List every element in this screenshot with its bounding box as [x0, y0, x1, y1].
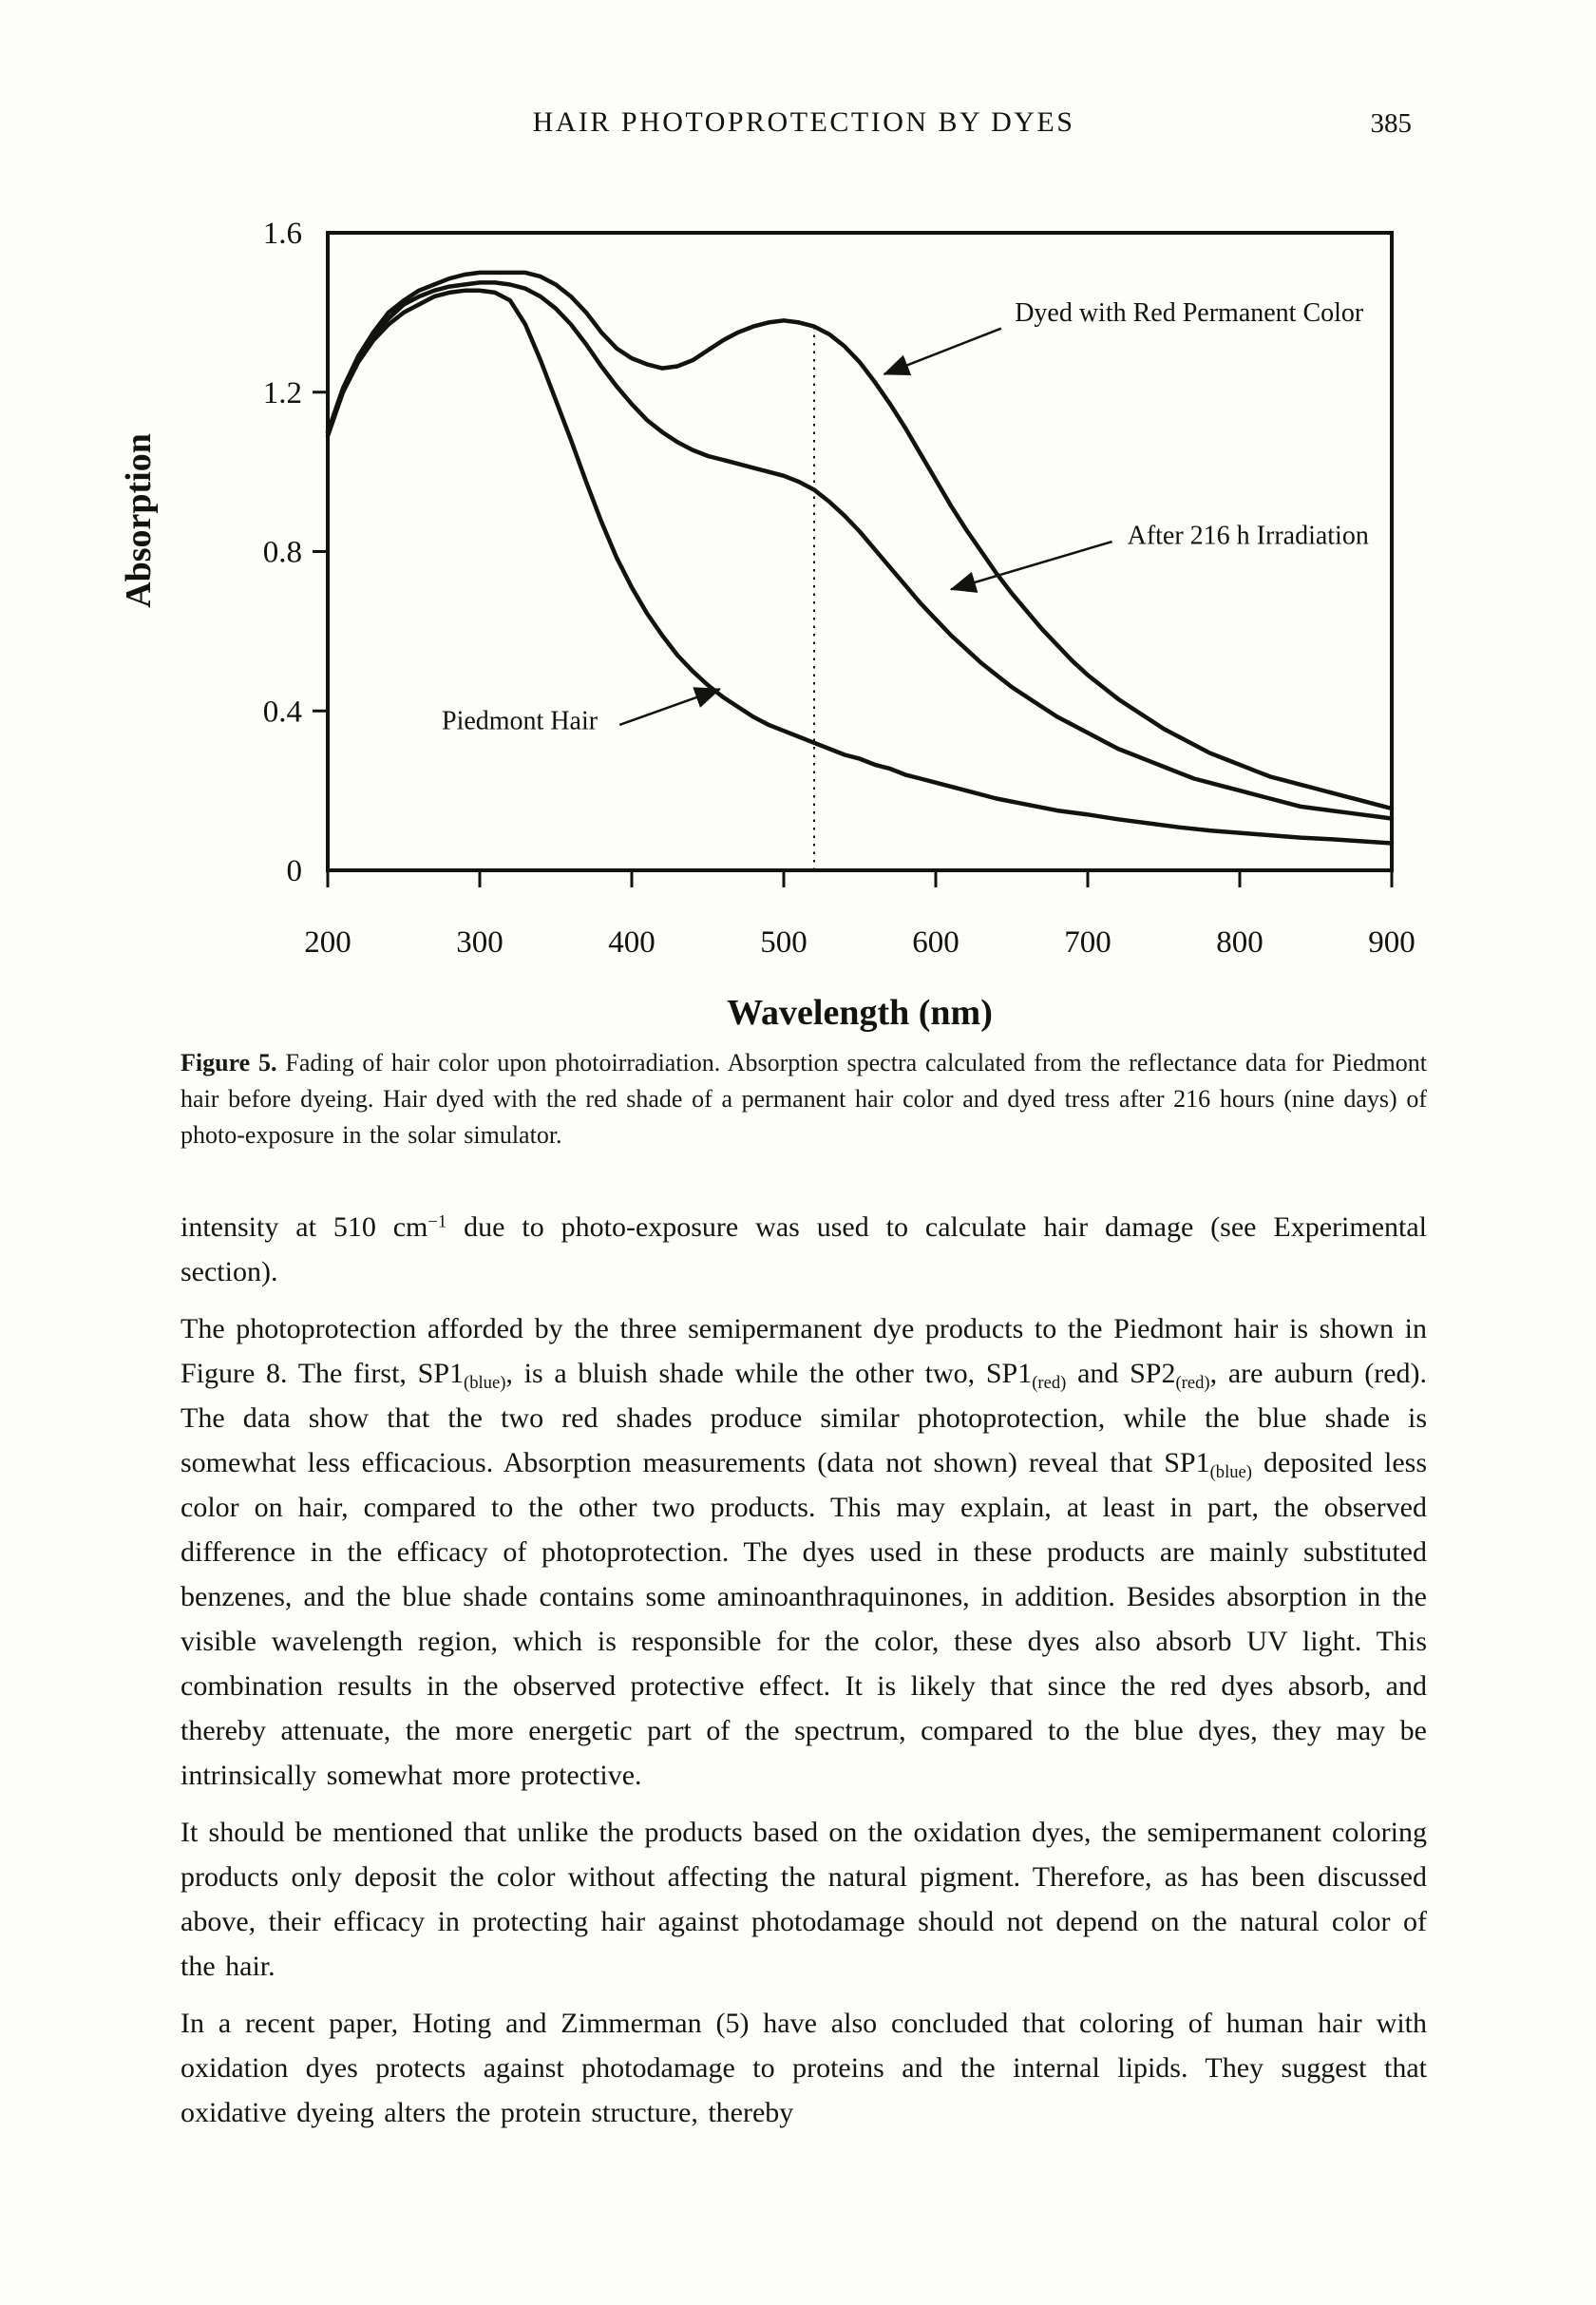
x-axis-title: Wavelength (nm) — [727, 993, 993, 1033]
body-text: intensity at 510 cm−1 due to photo-expos… — [180, 1205, 1427, 2147]
chart-content: 200 300 400 500 600 700 800 900 0 0.4 0.8 1.2 1.6 Dye… — [263, 217, 1416, 960]
x-tick-label: 900 — [1368, 925, 1416, 960]
figure-caption-text: Fading of hair color upon photoirradiati… — [180, 1049, 1427, 1149]
page-number: 385 — [1370, 108, 1413, 139]
paragraph: It should be mentioned that unlike the p… — [180, 1817, 1427, 1982]
paragraph: In a recent paper, Hoting and Zimmerman … — [180, 2008, 1427, 2128]
x-tick-label: 700 — [1064, 925, 1112, 960]
subscript: (red) — [1032, 1372, 1067, 1393]
y-axis-title: Absorption — [119, 433, 159, 608]
x-tick-label: 800 — [1216, 925, 1264, 960]
annotation-label-3: Piedmont Hair — [442, 707, 598, 736]
page-title: HAIR PHOTOPROTECTION BY DYES — [532, 106, 1075, 138]
x-tick-label: 500 — [760, 925, 808, 960]
subscript: (blue) — [464, 1372, 506, 1393]
superscript: −1 — [428, 1211, 447, 1232]
x-tick-label: 300 — [456, 925, 504, 960]
annotation-arrow-2 — [949, 540, 1112, 593]
plot-frame — [326, 231, 1394, 872]
paragraph: The photoprotection afforded by the thre… — [180, 1313, 1428, 1791]
y-tick-label: 0.8 — [263, 536, 302, 570]
subscript: (red) — [1175, 1372, 1210, 1393]
absorption-chart: 200 300 400 500 600 700 800 900 0 0.4 0.8 1.2 1.6 Dye… — [119, 217, 1416, 1033]
x-tick-label: 200 — [304, 925, 352, 960]
x-tick-label: 400 — [608, 925, 656, 960]
annotation-label-2: After 216 h Irradiation — [1128, 522, 1369, 551]
running-head: HAIR PHOTOPROTECTION BY DYES 385 — [180, 106, 1427, 148]
figure-caption-label: Figure 5. — [180, 1049, 277, 1076]
annotation-arrow-1 — [883, 327, 1002, 376]
spectrum-curve-3 — [325, 288, 1395, 846]
spectrum-curve-2 — [325, 280, 1395, 821]
annotation-label-1: Dyed with Red Permanent Color — [1015, 298, 1364, 328]
spectrum-curve-1 — [325, 270, 1395, 811]
y-tick-label: 0 — [287, 854, 303, 888]
figure-caption: Figure 5. Fading of hair color upon phot… — [180, 1045, 1427, 1153]
annotation-arrow-3 — [618, 687, 721, 727]
y-tick-label: 1.6 — [263, 217, 302, 251]
y-tick-label: 0.4 — [263, 695, 302, 729]
x-tick-label: 600 — [912, 925, 960, 960]
y-tick-label: 1.2 — [263, 376, 302, 410]
paragraph: intensity at 510 cm−1 due to photo-expos… — [180, 1211, 1427, 1287]
subscript: (blue) — [1209, 1461, 1252, 1482]
